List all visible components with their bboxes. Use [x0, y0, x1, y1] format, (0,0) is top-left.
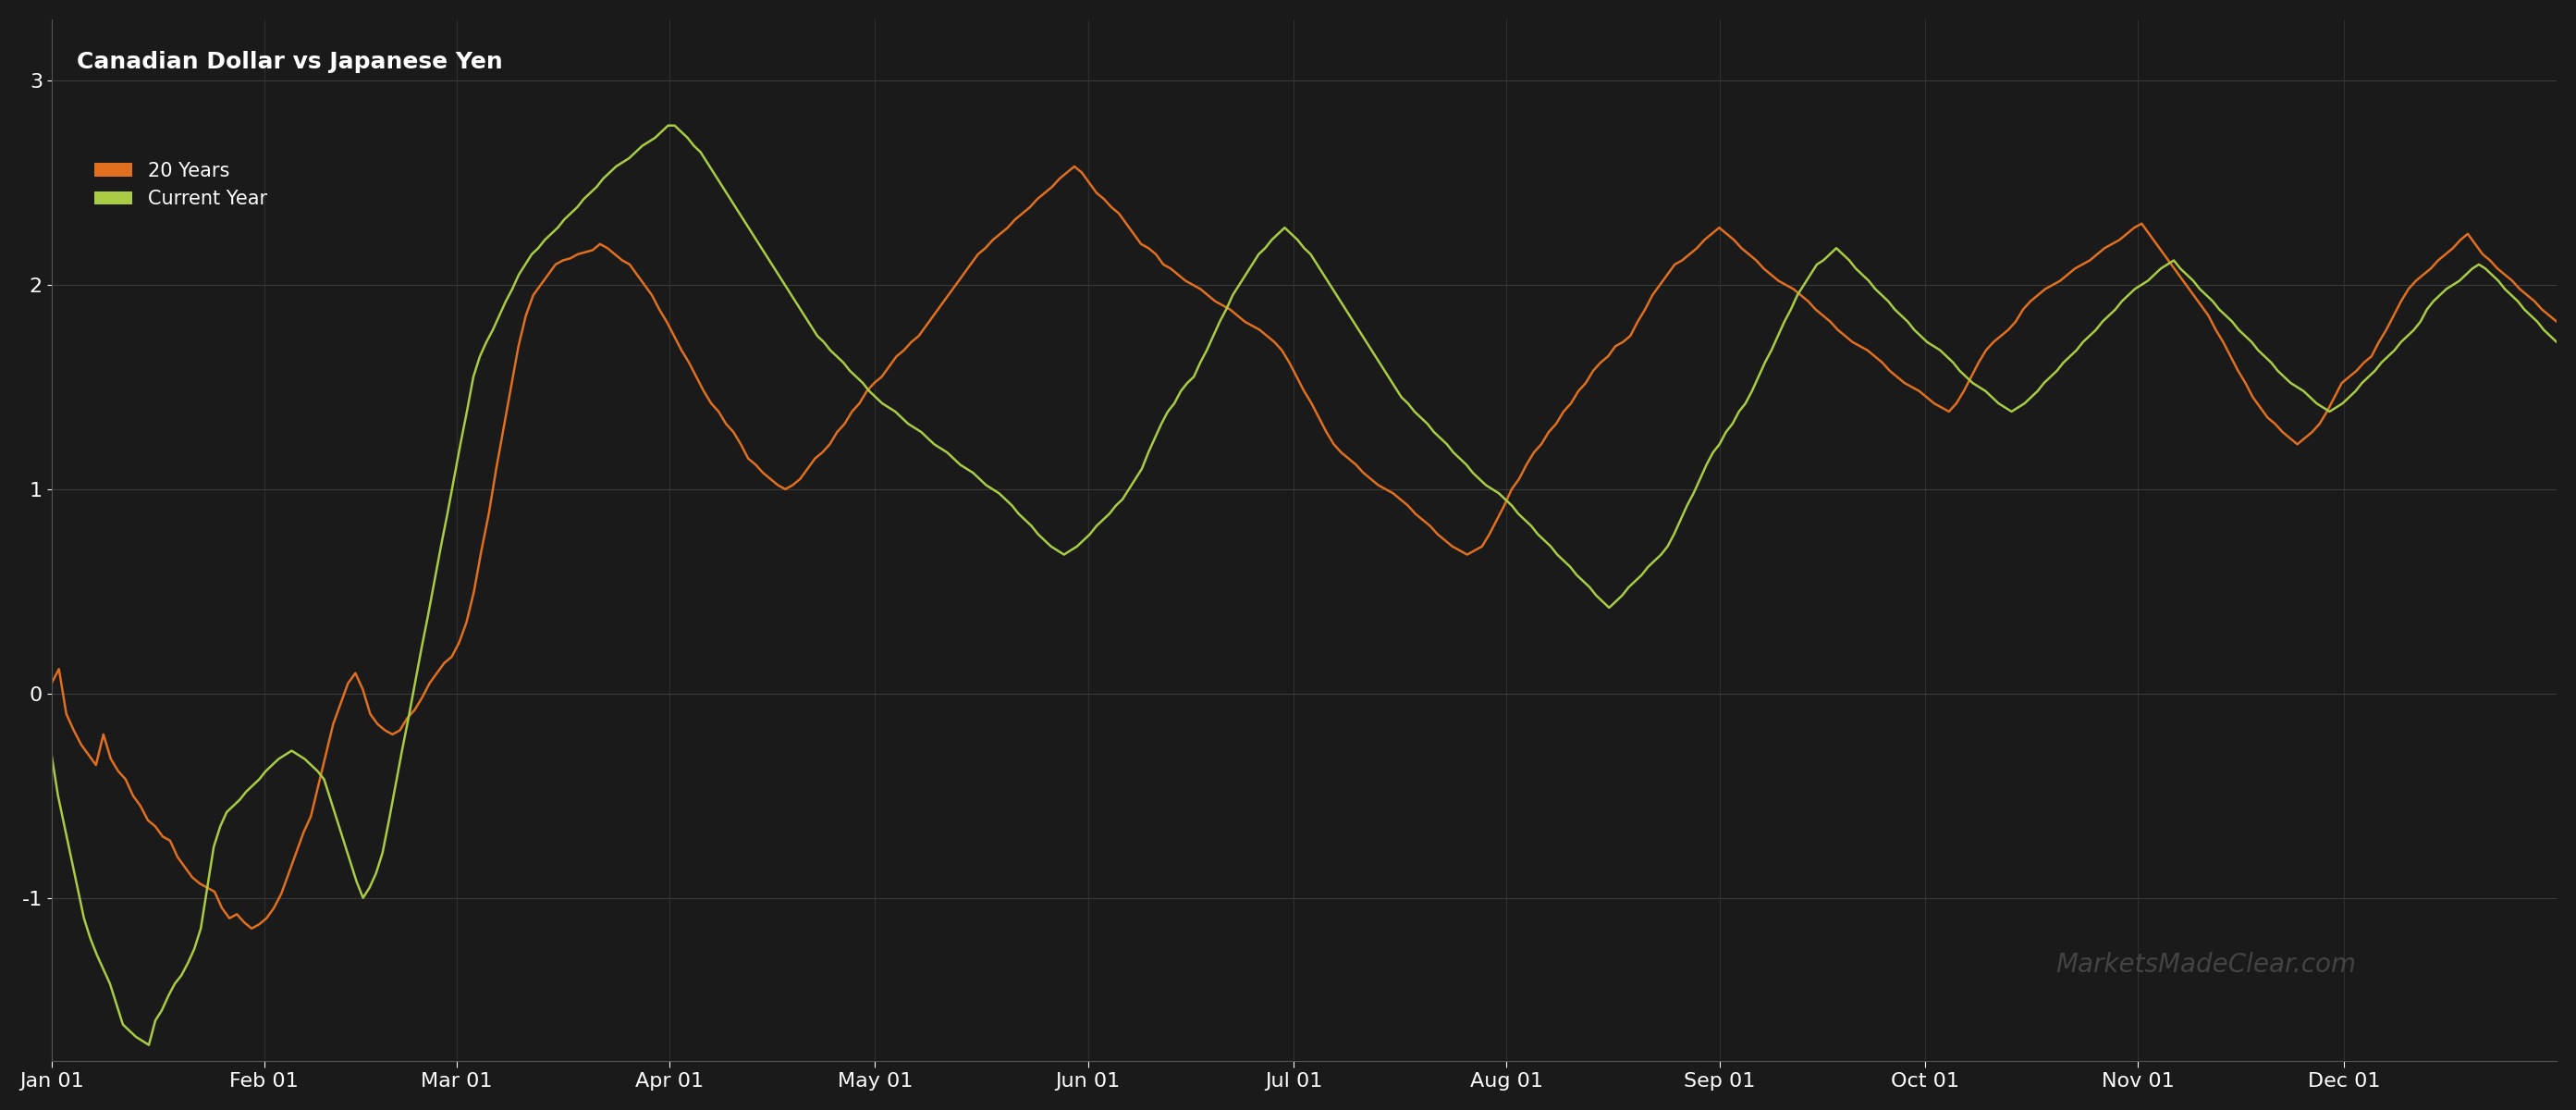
20 Years: [526, 279, 556, 292]
Text: MarketsMadeClear.com: MarketsMadeClear.com: [2056, 952, 2357, 978]
Current Year: [665, 125, 696, 139]
20 Years: [170, 860, 201, 874]
Current Year: [1515, 519, 1546, 533]
20 Years: [237, 921, 268, 935]
20 Years: [2483, 262, 2514, 275]
20 Years: [585, 238, 616, 251]
20 Years: [1059, 160, 1090, 173]
Current Year: [652, 119, 683, 132]
20 Years: [1955, 370, 1986, 383]
Current Year: [36, 748, 67, 761]
Current Year: [178, 942, 209, 956]
Legend: 20 Years, Current Year: 20 Years, Current Year: [85, 154, 276, 216]
Current Year: [2543, 335, 2573, 349]
Current Year: [134, 1038, 165, 1051]
Current Year: [732, 216, 762, 230]
20 Years: [36, 677, 67, 690]
Text: Canadian Dollar vs Japanese Yen: Canadian Dollar vs Japanese Yen: [77, 51, 502, 73]
20 Years: [2543, 315, 2573, 329]
Line: Current Year: Current Year: [52, 125, 2558, 1045]
Current Year: [690, 155, 721, 169]
20 Years: [1762, 274, 1793, 287]
Current Year: [762, 268, 793, 281]
Line: 20 Years: 20 Years: [52, 166, 2558, 928]
